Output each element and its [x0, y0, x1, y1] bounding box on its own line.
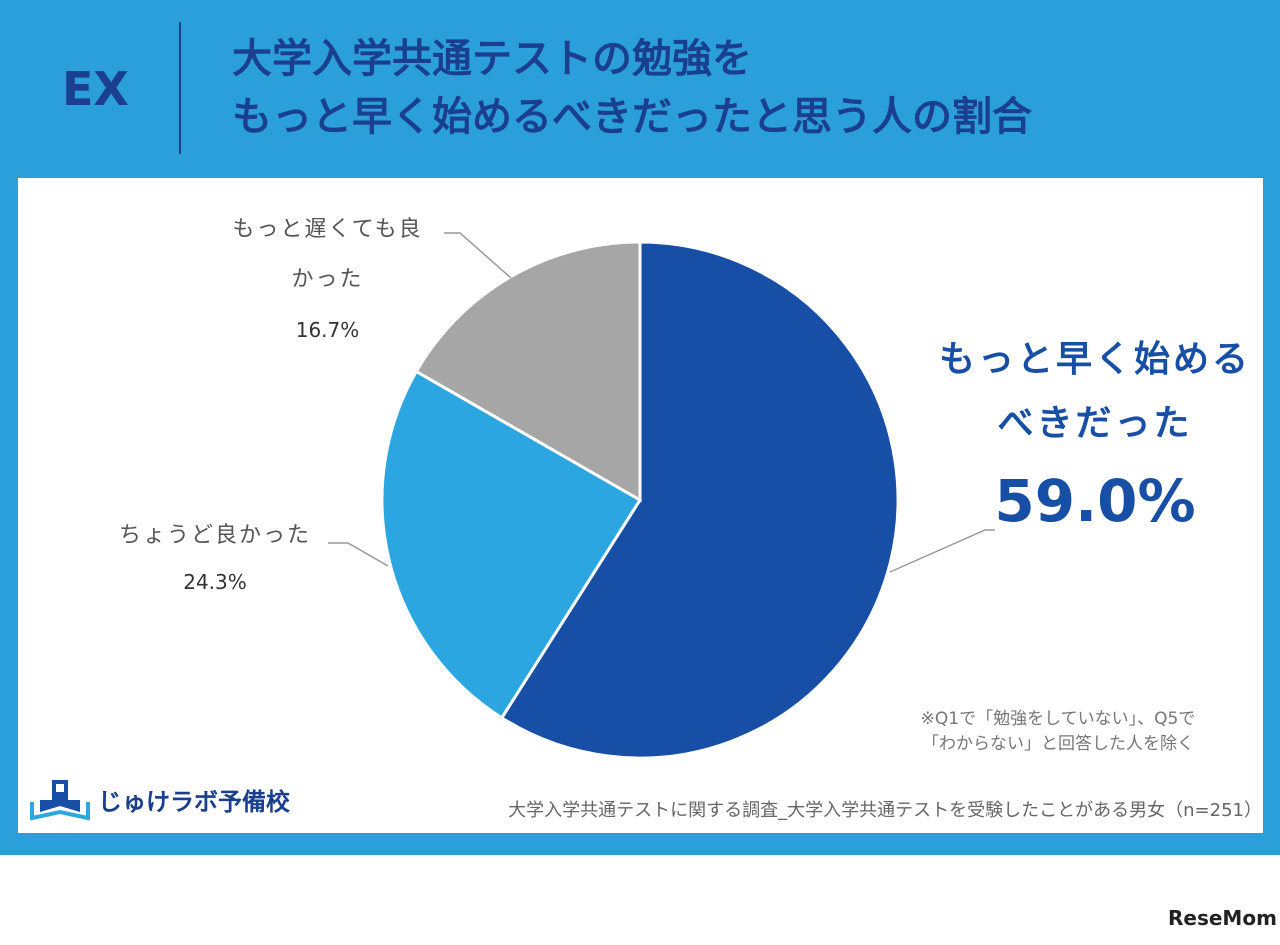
slice-label-main: もっと早く始める べきだった 59.0% [905, 328, 1280, 546]
just-right-label: ちょうど良かった [118, 523, 311, 548]
chart-title: 大学入学共通テストの勉強を もっと早く始めるべきだったと思う人の割合 [232, 30, 1252, 146]
later-label-line-2: かった [291, 267, 364, 292]
logo-text: じゅけラボ予備校 [98, 788, 290, 816]
slice-label-just-right: ちょうど良かった 24.3% [95, 513, 335, 605]
leader-line-just-right [328, 542, 389, 567]
later-label-pct: 16.7% [295, 318, 360, 342]
header-divider [179, 22, 181, 154]
leader-line-main [889, 529, 995, 573]
later-label-line-1: もっと遅くても良 [232, 217, 423, 242]
slice-later [414, 240, 642, 503]
ex-tag: EX [62, 62, 129, 116]
footnote-line-1: ※Q1で「勉強をしていない」、Q5で [920, 709, 1196, 729]
leader-line-later [444, 232, 512, 279]
source-note: 大学入学共通テストに関する調査_大学入学共通テストを受験したことがある男女（n=… [508, 800, 1262, 821]
main-label-line-1: もっと早く始める [938, 339, 1251, 380]
slice-early [499, 240, 900, 760]
footnote: ※Q1で「勉強をしていない」、Q5で 「わからない」と回答した人を除く [848, 707, 1268, 757]
resemom-watermark: ReseMom [1168, 906, 1277, 930]
title-line-1: 大学入学共通テストの勉強を [232, 36, 752, 82]
slice-label-later: もっと遅くても良 かった 16.7% [205, 205, 450, 355]
jukelabo-logo: じゅけラボ予備校 [26, 772, 306, 822]
title-line-2: もっと早く始めるべきだったと思う人の割合 [232, 94, 1032, 140]
main-label-line-2: べきだった [997, 403, 1193, 444]
slice-just-right [380, 369, 643, 720]
just-right-label-pct: 24.3% [183, 570, 247, 594]
book-logo-icon [30, 780, 90, 821]
footnote-line-2: 「わからない」と回答した人を除く [922, 734, 1194, 754]
main-label-pct: 59.0% [994, 467, 1196, 535]
